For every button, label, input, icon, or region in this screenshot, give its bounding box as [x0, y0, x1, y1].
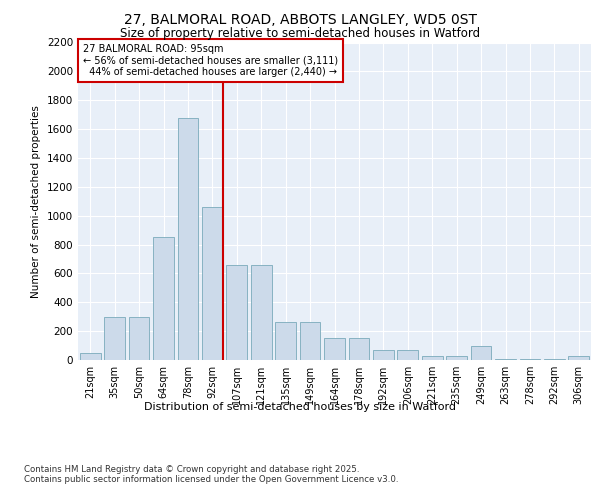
Bar — [251, 265, 272, 360]
Bar — [349, 338, 370, 360]
Bar — [495, 358, 516, 360]
Text: Size of property relative to semi-detached houses in Watford: Size of property relative to semi-detach… — [120, 28, 480, 40]
Bar — [373, 350, 394, 360]
Bar — [470, 346, 491, 360]
Bar — [544, 358, 565, 360]
Y-axis label: Number of semi-detached properties: Number of semi-detached properties — [31, 105, 41, 298]
Text: Contains public sector information licensed under the Open Government Licence v3: Contains public sector information licen… — [24, 475, 398, 484]
Bar — [104, 316, 125, 360]
Text: 27, BALMORAL ROAD, ABBOTS LANGLEY, WD5 0ST: 27, BALMORAL ROAD, ABBOTS LANGLEY, WD5 0… — [124, 12, 476, 26]
Bar — [178, 118, 199, 360]
Text: Distribution of semi-detached houses by size in Watford: Distribution of semi-detached houses by … — [144, 402, 456, 412]
Bar — [520, 358, 541, 360]
Bar — [202, 207, 223, 360]
Bar — [275, 322, 296, 360]
Bar — [128, 316, 149, 360]
Bar — [422, 356, 443, 360]
Bar — [324, 338, 345, 360]
Bar — [80, 353, 101, 360]
Bar — [153, 238, 174, 360]
Bar — [397, 350, 418, 360]
Text: 27 BALMORAL ROAD: 95sqm
← 56% of semi-detached houses are smaller (3,111)
  44% : 27 BALMORAL ROAD: 95sqm ← 56% of semi-de… — [83, 44, 338, 78]
Bar — [226, 265, 247, 360]
Bar — [299, 322, 320, 360]
Bar — [568, 356, 589, 360]
Text: Contains HM Land Registry data © Crown copyright and database right 2025.: Contains HM Land Registry data © Crown c… — [24, 465, 359, 474]
Bar — [446, 356, 467, 360]
